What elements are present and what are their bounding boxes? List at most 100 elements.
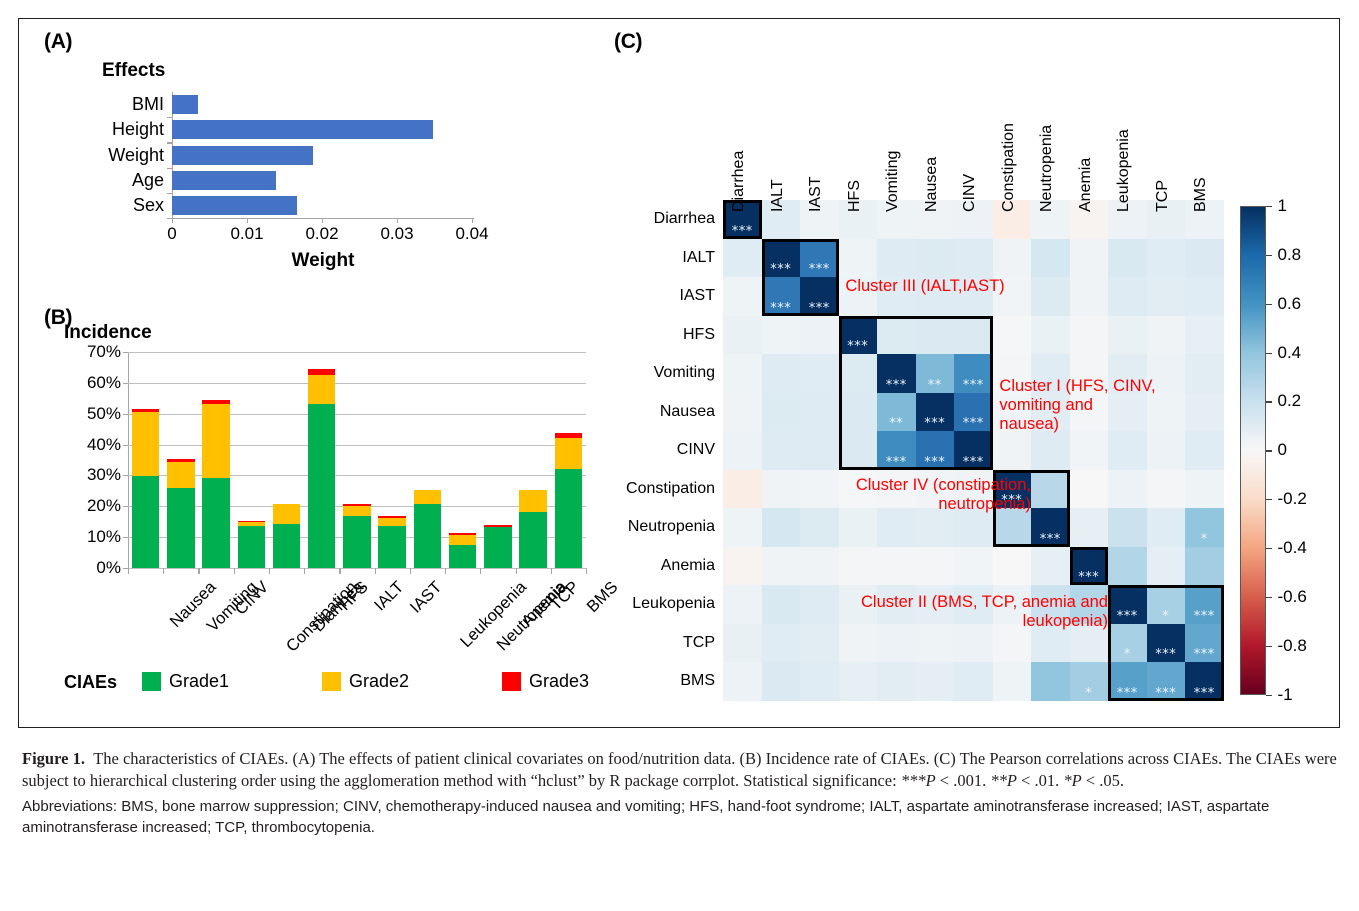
panel-a-y-tickmark bbox=[167, 192, 173, 194]
heatmap-cell bbox=[761, 354, 800, 393]
panel-a-bar-row: Age bbox=[132, 170, 472, 190]
panel-a-bar bbox=[172, 120, 433, 140]
heatmap-column-label: Nausea bbox=[922, 156, 940, 212]
panel-b-y-tick-label: 10% bbox=[86, 527, 121, 547]
significance-marker: ** bbox=[927, 377, 942, 393]
heatmap-cell bbox=[1185, 546, 1224, 585]
heatmap-cell: *** bbox=[1108, 662, 1147, 701]
panel-b-bar-segment-grade2 bbox=[237, 521, 266, 526]
heatmap-row-label: Diarrhea bbox=[653, 210, 715, 228]
heatmap-cell: *** bbox=[1069, 546, 1108, 585]
heatmap-cell bbox=[761, 623, 800, 662]
heatmap-cell bbox=[761, 392, 800, 431]
colorbar-gradient bbox=[1239, 206, 1266, 695]
heatmap-cell: *** bbox=[761, 277, 800, 316]
panel-b-y-tick-label: 50% bbox=[86, 403, 121, 423]
heatmap-cell bbox=[1146, 392, 1185, 431]
heatmap-cell bbox=[723, 354, 762, 393]
heatmap-cell bbox=[954, 508, 993, 547]
panel-c-letter: (C) bbox=[614, 30, 643, 53]
colorbar-tick-label: 0.8 bbox=[1277, 244, 1302, 264]
heatmap-cell bbox=[915, 238, 954, 277]
panel-b-y-tick-label: 70% bbox=[86, 342, 121, 361]
panel-b-x-tickmark bbox=[374, 568, 376, 574]
panel-b-bar-segment-grade2 bbox=[448, 535, 477, 546]
panel-b-bar-column bbox=[131, 352, 160, 568]
heatmap-cell bbox=[1185, 392, 1224, 431]
significance-marker: *** bbox=[1193, 608, 1215, 624]
heatmap-cell: *** bbox=[800, 238, 839, 277]
heatmap-cell bbox=[838, 469, 877, 508]
panel-a-category-label: Sex bbox=[132, 194, 164, 215]
heatmap-column-label: IAST bbox=[807, 176, 825, 212]
panel-a-y-tickmark bbox=[167, 218, 173, 220]
heatmap-cell: *** bbox=[1031, 508, 1070, 547]
heatmap-row-label: Anemia bbox=[660, 556, 715, 574]
heatmap-cell: *** bbox=[1185, 623, 1224, 662]
significance-marker: * bbox=[1085, 685, 1093, 701]
heatmap-cell bbox=[992, 662, 1031, 701]
colorbar-tick-label: 0.2 bbox=[1277, 391, 1302, 411]
panel-a-category-label: Height bbox=[111, 119, 164, 140]
significance-marker: ** bbox=[889, 416, 904, 431]
heatmap-cell bbox=[838, 238, 877, 277]
heatmap-cell bbox=[877, 200, 916, 239]
panel-b-bar-segment-grade3 bbox=[378, 516, 406, 519]
heatmap-cell bbox=[1069, 238, 1108, 277]
panel-b-gridline bbox=[128, 352, 586, 353]
heatmap-cell bbox=[1031, 431, 1070, 470]
panel-b-x-tickmark bbox=[409, 568, 412, 574]
heatmap-cell bbox=[838, 354, 877, 393]
heatmap-cell bbox=[1146, 277, 1185, 316]
heatmap-cell bbox=[915, 623, 954, 662]
heatmap-cell bbox=[915, 200, 954, 239]
panel-a-category-label: BMI bbox=[131, 94, 164, 115]
panel-b-y-tick-label: 20% bbox=[86, 496, 121, 516]
panel-b-x-tickmark bbox=[233, 568, 235, 574]
panel-b-y-tickmark bbox=[123, 444, 128, 446]
colorbar-tickmark bbox=[1265, 596, 1272, 599]
panel-b-category-label: CINV bbox=[231, 578, 273, 619]
caption-sig-3b: < .05. bbox=[1081, 771, 1125, 790]
cluster-i-note: Cluster I (HFS, CINV, vomiting and nausea) bbox=[999, 377, 1155, 434]
heatmap-cell bbox=[954, 277, 993, 316]
colorbar-tick-label: 1 bbox=[1277, 196, 1287, 215]
panel-b-x-tickmark bbox=[445, 568, 447, 574]
heatmap-cell bbox=[1108, 200, 1147, 239]
panel-b-axis-title: Incidence bbox=[64, 322, 152, 343]
heatmap-cell bbox=[1031, 238, 1070, 277]
panel-a-x-tick-label: 0.03 bbox=[380, 224, 414, 243]
heatmap-cell bbox=[1069, 315, 1108, 354]
panel-b-bar-segment-grade1 bbox=[484, 527, 512, 568]
heatmap-column-label: Neutropenia bbox=[1038, 124, 1056, 212]
heatmap-cell bbox=[877, 238, 916, 277]
panel-b-bar-segment-grade1 bbox=[237, 525, 266, 568]
panel-b-y-tick-label: 30% bbox=[86, 465, 121, 485]
correlation-matrix: *** *** *** *** *** *** *** ** *** ** *** *** *** ***… bbox=[723, 200, 1224, 701]
caption-sig-1: ***P bbox=[900, 771, 936, 790]
significance-marker: *** bbox=[770, 262, 792, 277]
panel-b-bar-segment-grade3 bbox=[167, 459, 195, 462]
panel-b-y-tick-label: 0% bbox=[96, 558, 121, 577]
colorbar-tickmark bbox=[1265, 499, 1272, 501]
panel-b-category-label: IAST bbox=[407, 578, 446, 617]
panel-b-bar-segment-grade2 bbox=[343, 506, 371, 517]
heatmap-colorbar: 1 0.8 0.6 0.4 0.2 0 -0.2 -0.4 -0.6 -0.8 -1 bbox=[1239, 196, 1330, 704]
panel-b-letter: (B) bbox=[44, 306, 73, 329]
heatmap-cell: *** bbox=[992, 469, 1031, 508]
colorbar-tickmark bbox=[1265, 352, 1272, 354]
heatmap-row-label: BMS bbox=[680, 672, 715, 690]
heatmap-cell: * bbox=[1185, 508, 1224, 547]
colorbar-tickmark bbox=[1265, 450, 1272, 452]
heatmap-cell bbox=[954, 546, 993, 585]
heatmap-cell bbox=[915, 662, 954, 701]
panel-a-x-tick-label: 0.01 bbox=[230, 224, 264, 243]
heatmap-cell bbox=[723, 431, 762, 470]
heatmap-cell bbox=[761, 431, 800, 470]
heatmap-cell bbox=[761, 662, 800, 701]
heatmap-cell bbox=[1031, 392, 1070, 431]
cluster-note-line: vomiting and bbox=[999, 396, 1093, 415]
heatmap-cell: *** bbox=[954, 431, 993, 470]
significance-marker: *** bbox=[808, 262, 830, 277]
heatmap-cell bbox=[800, 469, 839, 508]
